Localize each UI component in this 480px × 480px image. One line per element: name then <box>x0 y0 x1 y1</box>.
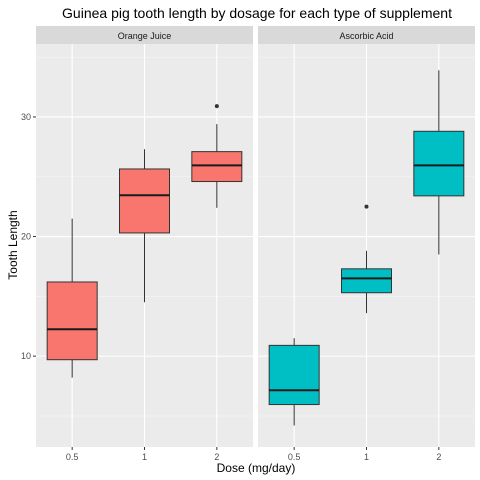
outlier-point <box>364 204 369 209</box>
facet-strip <box>258 26 475 44</box>
x-tick-label: 1 <box>142 452 147 462</box>
facet-strip-label: Orange Juice <box>118 31 172 41</box>
x-axis: 0.5 1 2 0.5 1 2 <box>66 447 441 462</box>
boxplot-1-1 <box>46 218 98 378</box>
box <box>46 281 98 361</box>
y-tick-label: 20 <box>21 232 31 242</box>
box <box>341 268 392 294</box>
y-axis: 10 20 30 <box>21 112 36 361</box>
x-tick-label: 2 <box>214 452 219 462</box>
facet-strip-label: Ascorbic Acid <box>339 31 393 41</box>
boxplot-2-1 <box>268 338 320 426</box>
box <box>268 344 320 406</box>
boxplot-1-3 <box>191 104 243 208</box>
outlier-point <box>214 104 219 109</box>
y-tick-label: 10 <box>21 351 31 361</box>
x-tick-label: 0.5 <box>66 452 79 462</box>
y-axis-label: Tooth Length <box>6 210 20 279</box>
x-tick-label: 0.5 <box>288 452 301 462</box>
y-tick-label: 30 <box>21 112 31 122</box>
box <box>191 151 243 183</box>
x-tick-label: 2 <box>436 452 441 462</box>
boxplot-2-3 <box>413 70 465 255</box>
box <box>119 168 170 234</box>
facet-strip <box>36 26 253 44</box>
panel-1: Orange Juice <box>36 26 253 447</box>
boxplot-2-2 <box>341 204 392 314</box>
x-tick-label: 1 <box>364 452 369 462</box>
panels-group: Orange Juice Ascorbic Acid <box>36 26 475 447</box>
x-axis-label: Dose (mg/day) <box>217 461 296 475</box>
boxplot-1-2 <box>119 149 170 303</box>
panel-2: Ascorbic Acid <box>258 26 475 447</box>
chart-title: Guinea pig tooth length by dosage for ea… <box>62 5 452 21</box>
box <box>413 130 465 197</box>
